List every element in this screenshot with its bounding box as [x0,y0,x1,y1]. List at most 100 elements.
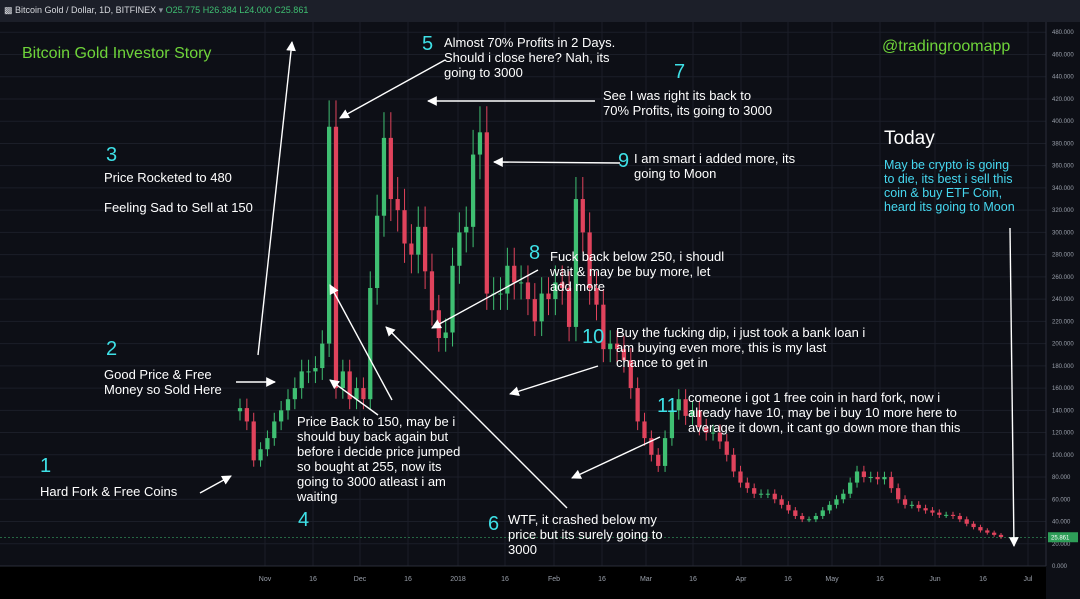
candle-body [244,408,249,422]
chart-menu-icon[interactable]: ▩ [4,5,13,15]
annotation-2-number: 2 [106,338,118,360]
candle-body [347,371,352,400]
annotation-5-text: Almost 70% Profits in 2 Days. Should i c… [444,35,615,80]
candle-body [395,199,400,211]
candle-body [724,441,729,455]
today-text: May be crypto is going to die, its best … [884,158,1015,214]
candle-body [827,504,832,511]
candle-body [656,454,661,466]
annotation-line: add more [550,279,605,294]
y-tick-label: 160.000 [1052,386,1074,392]
annotation-line: Fuck back below 250, i shoudl [550,249,725,264]
annotation-line: going to Moon [634,166,717,181]
candle-body [525,282,531,300]
candle-body [635,388,640,422]
annotation-7-number: 7 [674,61,686,83]
candle-body [820,510,825,516]
candle-body [265,438,270,450]
candle-body [882,477,887,480]
candle-body [477,132,483,155]
candle-body [553,282,558,300]
annotation-arrow [385,326,568,509]
candle-body [587,232,592,288]
handle-label: @tradingroomapp [882,38,1011,55]
candle-body [601,304,606,350]
x-tick-label: 16 [689,576,697,583]
y-tick-label: 100.000 [1052,453,1074,459]
candle-body [669,410,675,439]
x-tick-label: Jun [929,576,940,583]
candle-body [402,210,407,244]
annotation-line: Price Rocketed to 480 [104,170,232,185]
candle-body [875,477,880,480]
candle-body [422,226,428,272]
annotation-line: wait & may be buy more, let [550,264,711,279]
x-tick-label: 16 [876,576,884,583]
candle-body [470,154,476,227]
candle-body [374,215,380,288]
candle-body [381,137,387,216]
candle-body [841,493,846,500]
candle-body [279,410,284,422]
annotation-arrow [339,59,446,119]
annotation-line: waiting [297,489,338,504]
annotation-11-number: 11 [657,395,678,417]
y-tick-label: 120.000 [1052,431,1074,437]
candle-body [896,488,901,500]
candle-body [251,421,256,461]
candle-body [539,293,544,322]
candle-body [518,282,524,284]
candle-body [306,371,311,373]
annotation-line: Should i close here? Nah, its [444,50,610,65]
candle-body [368,288,373,400]
annotation-3-number: 3 [106,144,118,166]
candle-body [580,199,585,233]
today-line: May be crypto is going [884,158,1010,172]
y-tick-label: 300.000 [1052,230,1074,236]
y-tick-label: 40.000 [1052,520,1071,526]
story-title: Bitcoin Gold Investor Story [22,45,212,62]
candle-body [621,349,627,361]
chart-header-bar: ▩ Bitcoin Gold / Dollar, 1D, BITFINEX ▾ … [0,0,1080,22]
candle-body [464,226,469,233]
symbol-label[interactable]: Bitcoin Gold / Dollar, 1D, BITFINEX [15,5,157,15]
x-tick-label: Dec [354,576,367,583]
plot-background [0,22,1046,566]
annotation-arrow [329,379,379,416]
annotation-line: I am smart i added more, its [634,151,796,166]
annotation-line: See I was right its back to [603,88,752,103]
annotation-arrow [199,475,232,494]
candle-body [957,515,962,520]
candle-body [813,515,819,520]
candle-body [971,523,976,528]
annotation-line: WTF, it crashed below my [508,512,657,527]
annotation-9-number: 9 [618,150,630,172]
candle-body [416,226,421,255]
annotation-8-text: Fuck back below 250, i shoudl wait & may… [550,249,724,294]
chevron-down-icon[interactable]: ▾ [158,5,164,15]
annotation-arrow [493,157,621,167]
candle-body [985,530,990,533]
candle-body [964,519,969,524]
candle-body [916,504,921,509]
y-tick-label: 440.000 [1052,75,1074,81]
annotation-3-text: Price Rocketed to 480 Feeling Sad to Sel… [104,170,253,215]
candle-body [937,512,942,515]
candle-body [457,232,462,266]
candle-body [861,471,867,478]
candle-body [902,499,908,505]
high-value: H26.384 [202,5,237,15]
candle-body [560,282,565,288]
annotation-line: going to 3000 atleast i am [297,474,446,489]
annotation-line: Buy the fucking dip, i just took a bank … [616,325,866,340]
candle-body [388,137,393,200]
candle-body [409,243,414,255]
candle-body [690,410,695,416]
y-tick-label: 360.000 [1052,164,1074,170]
annotation-4-text: Price Back to 150, may be i should buy b… [297,414,460,504]
y-tick-label: 400.000 [1052,119,1074,125]
y-tick-label: 240.000 [1052,297,1074,303]
x-tick-label: Apr [736,576,748,583]
candle-body [642,421,647,439]
